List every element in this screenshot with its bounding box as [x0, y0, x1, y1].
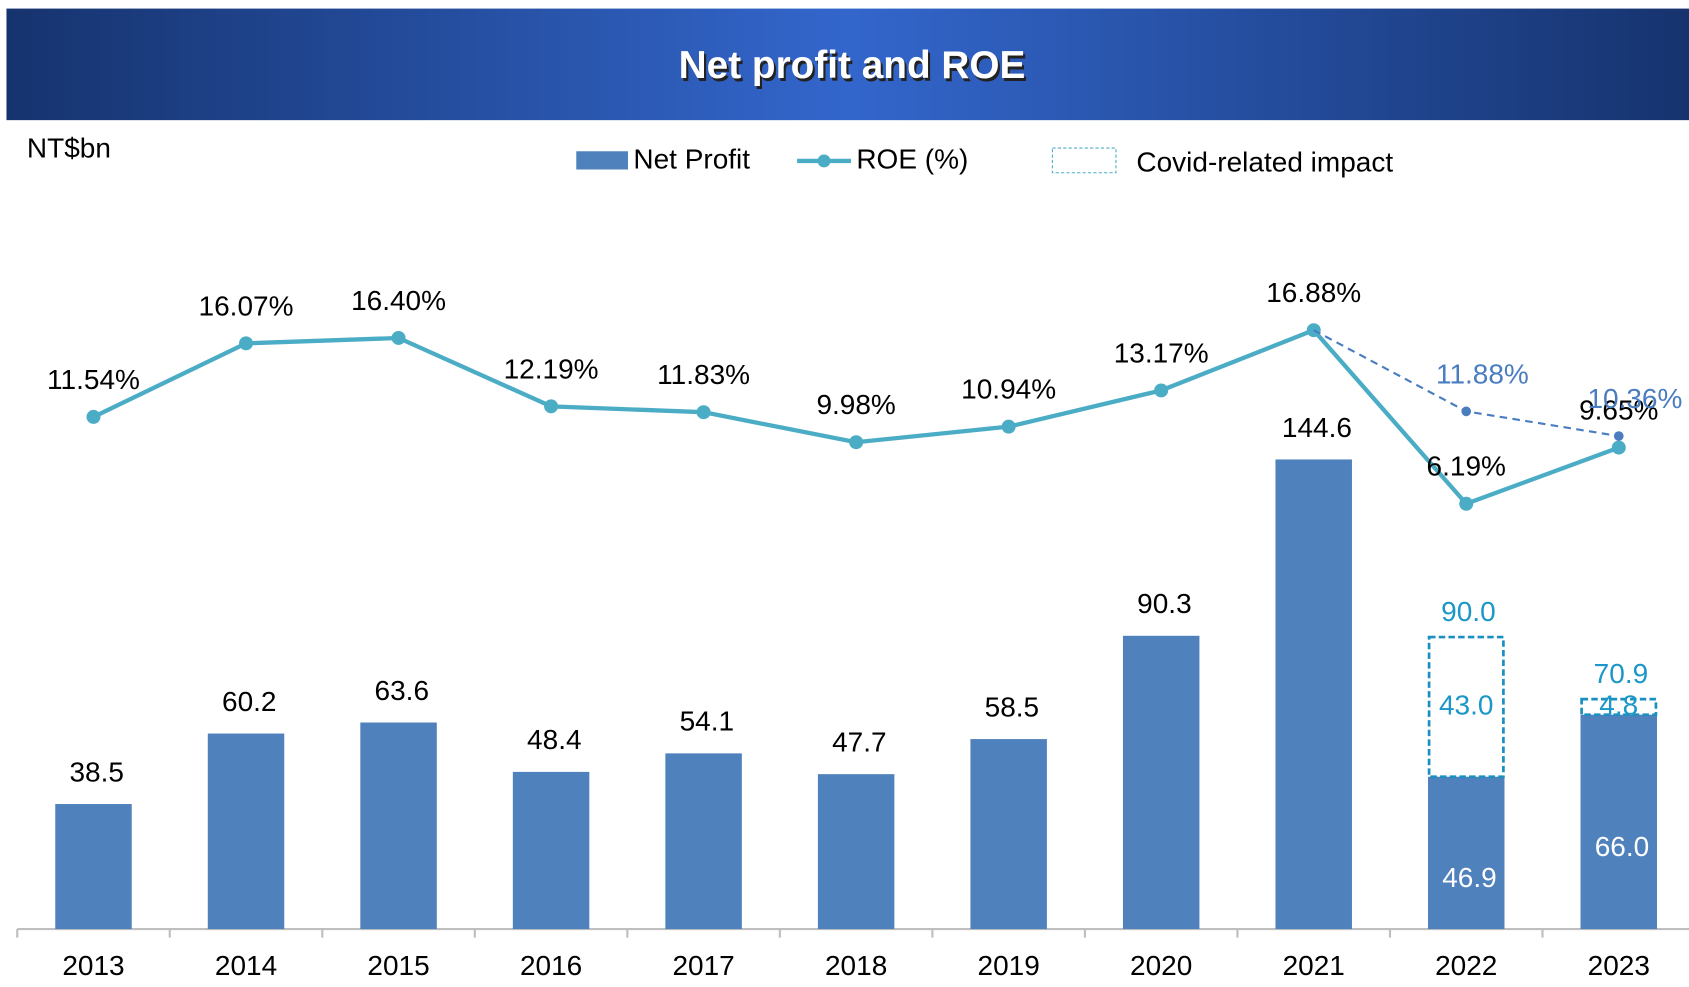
data-label: 144.6 — [1282, 412, 1352, 443]
x-tick-label: 2018 — [825, 950, 887, 981]
roe-point — [1001, 419, 1016, 434]
bar — [817, 774, 895, 930]
roe-point — [1154, 383, 1169, 398]
chart-title: Net profit and ROE — [679, 44, 1026, 87]
roe-point — [849, 435, 864, 450]
roe-point — [544, 399, 559, 414]
data-label: 13.17% — [1114, 337, 1209, 368]
bar — [1580, 714, 1658, 930]
data-label: 9.98% — [816, 389, 895, 420]
legend-label: ROE (%) — [856, 143, 968, 174]
total-label: 70.9 — [1594, 658, 1648, 689]
roe-point — [86, 409, 101, 424]
bar — [360, 722, 437, 930]
legend-swatch-bar — [576, 151, 628, 170]
data-label: 4.8 — [1599, 689, 1638, 720]
data-label: 10.94% — [961, 374, 1056, 405]
data-label: 43.0 — [1439, 689, 1493, 720]
bar — [207, 733, 285, 930]
roe-point — [1459, 496, 1474, 511]
roe-adjusted-point — [1613, 431, 1624, 441]
data-label: 16.40% — [351, 285, 446, 316]
roe-adjusted-point — [1461, 406, 1472, 417]
data-label: 11.88% — [1436, 358, 1529, 389]
roe-point — [696, 405, 711, 420]
legend-label: Net Profit — [633, 143, 750, 174]
data-label: 11.83% — [657, 359, 750, 390]
data-label: 60.2 — [222, 686, 276, 717]
x-tick-label: 2016 — [520, 950, 582, 981]
x-tick-label: 2013 — [62, 950, 124, 981]
bar — [55, 804, 132, 930]
bar — [970, 739, 1047, 930]
total-label: 90.0 — [1441, 596, 1495, 627]
roe-point — [1611, 440, 1626, 455]
x-tick-label: 2021 — [1283, 950, 1345, 981]
x-tick-label: 2019 — [978, 950, 1040, 981]
data-label: 46.9 — [1442, 862, 1496, 893]
data-label: 54.1 — [680, 706, 734, 737]
bar — [665, 753, 742, 930]
data-label: 38.5 — [69, 756, 123, 787]
data-label: 58.5 — [985, 691, 1039, 722]
bar — [1122, 635, 1200, 930]
data-label: 9.65% — [1579, 395, 1658, 426]
data-label: 12.19% — [504, 353, 599, 384]
title-shadow: Net profit and ROE — [681, 47, 1028, 90]
data-label: 66.0 — [1595, 831, 1649, 862]
legend-swatch-dot — [817, 154, 831, 168]
roe-point — [391, 331, 406, 345]
legend-swatch-box — [1051, 147, 1117, 174]
bar — [1428, 776, 1505, 930]
x-tick-label: 2015 — [367, 950, 429, 981]
data-label: 48.4 — [527, 724, 581, 755]
data-label: 16.07% — [199, 290, 294, 321]
roe-point — [1306, 323, 1321, 338]
data-label: 6.19% — [1427, 451, 1506, 482]
data-label: 16.88% — [1266, 277, 1361, 308]
bar — [1275, 459, 1352, 930]
x-tick-label: 2020 — [1130, 950, 1192, 981]
x-tick-label: 2014 — [215, 950, 277, 981]
data-label: 63.6 — [375, 675, 429, 706]
legend-label: Covid-related impact — [1136, 147, 1393, 178]
data-label: 10.36% — [1587, 383, 1682, 414]
header-band — [6, 8, 1689, 121]
roe-point — [239, 336, 254, 351]
data-label: 47.7 — [832, 727, 886, 758]
bar — [512, 771, 590, 930]
x-tick-label: 2022 — [1435, 950, 1497, 981]
data-label: 90.3 — [1137, 588, 1191, 619]
data-label: 11.54% — [47, 364, 140, 395]
covid-box — [1580, 697, 1658, 717]
x-tick-label: 2017 — [672, 950, 734, 981]
y-unit-label: NT$bn — [27, 133, 111, 164]
x-tick-label: 2023 — [1588, 950, 1650, 981]
covid-box — [1427, 635, 1505, 779]
